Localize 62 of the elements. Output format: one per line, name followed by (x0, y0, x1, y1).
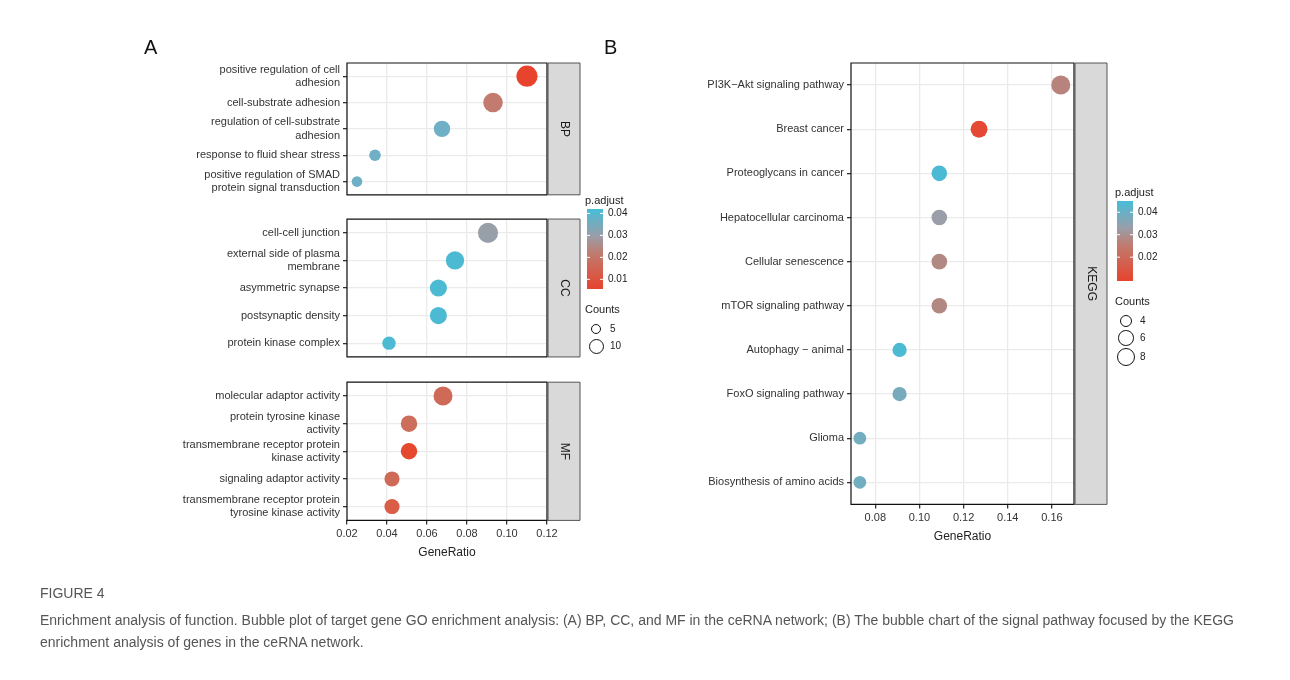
y-tick-label: signaling adaptor activity (219, 471, 341, 484)
y-tick-label: response to fluid shear stress (196, 148, 341, 161)
x-tick-label: 0.12 (536, 527, 558, 540)
y-tick-label: postsynaptic density (240, 308, 341, 321)
y-tick-label: Biosynthesis of amino acids (708, 475, 845, 488)
x-tick-label: 0.04 (376, 527, 398, 540)
y-tick-label: asymmetric synapse (239, 281, 340, 294)
color-bar-label: 0.03 (1138, 227, 1158, 242)
color-bar-label: 0.04 (1138, 205, 1158, 220)
y-tick-label: molecular adaptor activity (215, 389, 341, 402)
y-tick-label: Autophagy − animal (746, 342, 844, 355)
y-tick-label: cell-cell junction (262, 225, 340, 238)
y-tick-label: transmembrane receptor protein kinase activity (182, 437, 341, 463)
x-tick-label: 0.06 (416, 527, 438, 540)
legend-title: Counts (585, 303, 620, 315)
y-tick-label: external side of plasma membrane (226, 246, 341, 273)
y-tick-label: Cellular senescence (744, 254, 844, 267)
color-bar-title: p.adjust (1115, 186, 1154, 198)
y-tick-label: protein kinase complex (227, 336, 341, 349)
color-bar-label: 0.01 (608, 272, 628, 287)
y-tick-label: Hepatocellular carcinoma (719, 210, 845, 223)
text: KEGG (1084, 266, 1099, 302)
y-tick-label: positive regulation of SMAD protein signal transduction (204, 168, 341, 194)
legend-label: 6 (1140, 331, 1146, 345)
x-axis-title: GeneRatio (418, 545, 477, 560)
text: CC (557, 279, 572, 297)
x-tick-label: 0.10 (496, 527, 518, 540)
legend-label: 10 (610, 339, 622, 353)
y-tick-label: regulation of cell-substrate adhesion (210, 115, 340, 141)
legend-label: 5 (610, 322, 616, 336)
y-tick-label: FoxO signaling pathway (726, 387, 845, 400)
color-bar-label: 0.04 (608, 206, 628, 221)
y-tick-label: Proteoglycans in cancer (726, 166, 845, 179)
y-tick-label: cell-substrate adhesion (226, 95, 340, 108)
y-tick-label: mTOR signaling pathway (721, 298, 845, 311)
legend-label: 8 (1140, 349, 1146, 364)
legend-title: Counts (1115, 295, 1150, 307)
y-tick-label: PI3K−Akt signaling pathway (707, 78, 845, 91)
text: MF (557, 442, 572, 460)
color-bar-title: p.adjust (585, 194, 624, 206)
x-tick-label: 0.02 (336, 527, 358, 540)
x-axis-title: GeneRatio (933, 529, 992, 544)
x-tick-label: 0.14 (997, 511, 1019, 524)
x-tick-label: 0.12 (952, 511, 975, 524)
legend-label: 4 (1140, 314, 1146, 328)
color-bar-label: 0.02 (1138, 250, 1158, 265)
x-tick-label: 0.16 (1041, 511, 1063, 524)
x-tick-label: 0.10 (908, 511, 931, 524)
text: BP (557, 120, 572, 137)
caption: FIGURE 4 (40, 585, 106, 601)
y-tick-label: protein tyrosine kinase activity (229, 410, 341, 436)
text: B (604, 36, 618, 58)
x-tick-label: 0.08 (456, 527, 478, 540)
x-tick-label: 0.08 (864, 511, 886, 524)
y-tick-label: positive regulation of cell adhesion (219, 62, 340, 88)
text: Enrichment analysis of function. Bubble plot of target gene GO enrichment analysis: (A) BP, CC, and MF in the ceRNA network; (B) The bubble chart of the signal pathway focused by the KEGG enrichment analysis of genes in the ceRNA network. (40, 611, 1235, 652)
color-bar-label: 0.03 (608, 228, 628, 243)
text: A (144, 36, 158, 58)
y-tick-label: Glioma (809, 431, 845, 444)
y-tick-label: Breast cancer (776, 122, 845, 135)
color-bar-label: 0.02 (608, 250, 628, 265)
y-tick-label: transmembrane receptor protein tyrosine kinase activity (182, 493, 341, 519)
